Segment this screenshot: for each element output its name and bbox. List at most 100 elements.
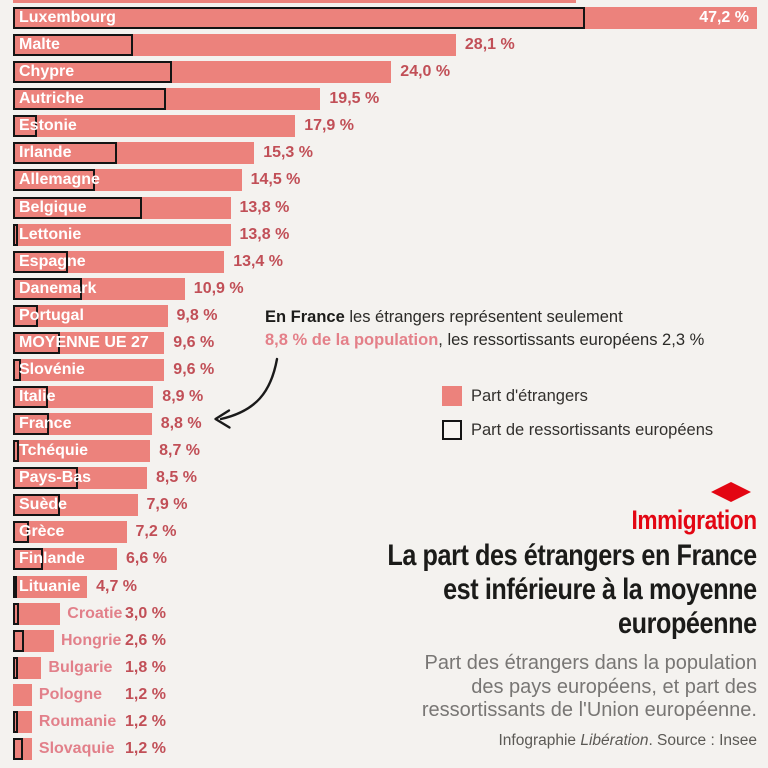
foreigners-bar bbox=[13, 250, 225, 273]
value-label: 8,5 % bbox=[156, 469, 197, 487]
country-label: Chypre bbox=[19, 63, 75, 81]
kicker: Immigration bbox=[631, 505, 758, 535]
title-block: Immigration La part des étrangers en Fra… bbox=[317, 482, 757, 750]
bar-row: Malte 28,1 % bbox=[13, 34, 763, 57]
country-label: Suède bbox=[19, 496, 68, 514]
subtitle-line: ressortissants de l'Union européenne. bbox=[421, 699, 757, 721]
value-label: 19,5 % bbox=[329, 90, 380, 108]
value-label: 13,8 % bbox=[239, 225, 290, 243]
country-label: Roumanie bbox=[38, 712, 117, 730]
country-label: Allemagne bbox=[19, 171, 100, 189]
value-label: 7,9 % bbox=[146, 496, 188, 514]
value-label: 8,8 % bbox=[160, 415, 202, 433]
value-label: 24,0 % bbox=[400, 63, 451, 81]
eu-nationals-outline-bar bbox=[13, 548, 43, 571]
credit-text: . Source : Insee bbox=[648, 731, 757, 749]
eu-nationals-outline-bar bbox=[13, 521, 29, 544]
value-label: 13,4 % bbox=[233, 252, 283, 270]
eu-nationals-outline-bar bbox=[13, 602, 20, 625]
country-label: Italie bbox=[19, 388, 56, 405]
foreigners-bar bbox=[13, 196, 231, 219]
value-label: 1,8 % bbox=[125, 658, 166, 676]
eu-nationals-outline-bar bbox=[13, 737, 23, 760]
title-line: est inférieure à la moyenne bbox=[443, 573, 757, 606]
value-label: 9,8 % bbox=[176, 306, 218, 324]
annotation-line-2: 8,8 % de la population, les ressortissan… bbox=[265, 329, 704, 352]
country-label: Croatie bbox=[67, 604, 123, 622]
eu-nationals-outline-bar bbox=[13, 494, 61, 517]
eu-nationals-outline-bar bbox=[13, 575, 17, 598]
bar-row: Croatie 3,0 % bbox=[13, 602, 763, 625]
country-label: Slovaquie bbox=[38, 739, 115, 757]
eu-nationals-outline-bar bbox=[13, 440, 20, 463]
bar-row: Estonie 17,9 % bbox=[13, 115, 763, 138]
value-label: 28,1 % bbox=[464, 36, 515, 54]
eu-nationals-outline-bar bbox=[13, 7, 586, 29]
foreigners-bar bbox=[13, 494, 138, 517]
country-label: Estonie bbox=[19, 117, 77, 135]
bar-row: Luxembourg 47,2 % bbox=[13, 7, 763, 29]
legend-label: Part de ressortissants européens bbox=[471, 421, 714, 439]
value-label: 13,8 % bbox=[239, 198, 290, 216]
country-label: Lituanie bbox=[19, 577, 81, 595]
eu-nationals-outline-bar bbox=[13, 467, 78, 490]
bar-row: Portugal 9,8 % bbox=[13, 304, 763, 327]
foreigners-bar bbox=[13, 710, 32, 733]
cropped-bar-sliver bbox=[13, 0, 576, 3]
chart-subtitle: Part des étrangers dans la population de… bbox=[317, 652, 757, 723]
country-label: Malte bbox=[19, 36, 60, 54]
eu-nationals-outline-bar bbox=[13, 386, 48, 408]
bar-row: Allemagne 14,5 % bbox=[13, 169, 763, 192]
value-label: 3,0 % bbox=[125, 604, 166, 622]
bar-row: Slovénie 9,6 % bbox=[13, 358, 763, 381]
foreigners-bar bbox=[13, 115, 296, 138]
value-label: 6,6 % bbox=[126, 550, 167, 568]
country-label: Espagne bbox=[19, 252, 86, 270]
country-label: Bulgarie bbox=[48, 658, 113, 676]
bar-row: Chypre 24,0 % bbox=[13, 61, 763, 84]
eu-nationals-outline-bar bbox=[13, 34, 133, 57]
value-label: 7,2 % bbox=[135, 523, 177, 541]
source-credit: Infographie Libération. Source : Insee bbox=[317, 732, 757, 750]
eu-nationals-outline-bar bbox=[13, 115, 37, 138]
value-label: 9,6 % bbox=[173, 360, 215, 378]
bar-row: Autriche 19,5 % bbox=[13, 88, 763, 111]
annotation-line-1: En France les étrangers représentent seu… bbox=[265, 306, 704, 329]
bar-row: Slovaquie 1,2 % bbox=[13, 737, 763, 760]
outline-swatch-icon bbox=[442, 420, 462, 440]
eu-nationals-outline-bar bbox=[13, 331, 61, 354]
eu-nationals-outline-bar bbox=[13, 629, 24, 652]
foreigners-bar bbox=[13, 331, 165, 354]
page-title: La part des étrangers en France est infé… bbox=[317, 539, 758, 641]
bar-row: Pays-Bas 8,5 % bbox=[13, 467, 763, 490]
eu-nationals-outline-bar bbox=[13, 61, 173, 84]
country-label: Belgique bbox=[19, 198, 87, 216]
foreigners-bar bbox=[13, 277, 185, 300]
foreigners-bar bbox=[13, 61, 392, 84]
value-label: 4,7 % bbox=[96, 577, 138, 595]
eu-nationals-outline-bar bbox=[13, 710, 18, 733]
foreigners-bar bbox=[13, 656, 42, 679]
country-label: Tchéquie bbox=[19, 442, 89, 460]
value-label: 1,2 % bbox=[125, 685, 166, 703]
eu-nationals-outline-bar bbox=[13, 142, 117, 165]
country-label: Slovénie bbox=[19, 360, 85, 378]
country-label: Finlande bbox=[19, 550, 85, 568]
bar-row: Suède 7,9 % bbox=[13, 494, 763, 517]
legend-item-etrangers: Part d'étrangers bbox=[442, 386, 713, 406]
bar-row: Espagne 13,4 % bbox=[13, 250, 763, 273]
bar-row: Roumanie 1,2 % bbox=[13, 710, 763, 733]
bar-row: Bulgarie 1,8 % bbox=[13, 656, 763, 679]
foreigners-bar bbox=[13, 223, 231, 246]
foreigners-bar bbox=[13, 386, 154, 408]
country-label: MOYENNE UE 27 bbox=[19, 333, 149, 351]
eu-nationals-outline-bar bbox=[13, 656, 18, 679]
bar-row: Danemark 10,9 % bbox=[13, 277, 763, 300]
foreigners-bar bbox=[13, 521, 127, 544]
pink-swatch-icon bbox=[442, 386, 462, 406]
bar-row: Belgique 13,8 % bbox=[13, 196, 763, 219]
country-label: Lettonie bbox=[19, 225, 82, 243]
annotation-highlight: 8,8 % de la population bbox=[265, 331, 439, 349]
bar-row: MOYENNE UE 27 9,6 % bbox=[13, 331, 763, 354]
